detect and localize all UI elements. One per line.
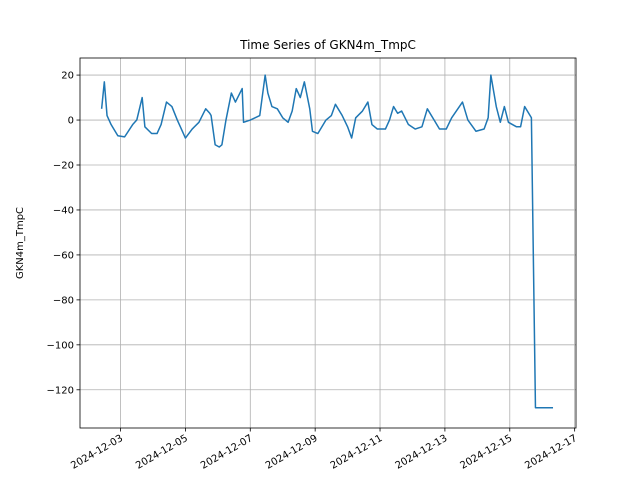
x-tick-label: 2024-12-03 — [69, 433, 125, 472]
plot-frame — [79, 57, 577, 429]
x-tick-label: 2024-12-07 — [199, 433, 255, 472]
line — [100, 74, 554, 409]
x-tick-label: 2024-12-17 — [523, 433, 579, 472]
x-tick-label: 2024-12-09 — [264, 433, 320, 472]
grid — [80, 58, 576, 428]
y-tick-label: −120 — [47, 385, 74, 396]
y-tick-label: 20 — [61, 71, 74, 82]
y-tick-label: −40 — [53, 205, 74, 216]
y-tick-label: −20 — [53, 160, 74, 171]
x-tick-label: 2024-12-13 — [394, 433, 450, 472]
y-tick-label: 0 — [68, 116, 74, 127]
x-tick-label: 2024-12-11 — [329, 433, 385, 472]
x-tick-label: 2024-12-05 — [134, 433, 190, 472]
y-tick-label: −60 — [53, 250, 74, 261]
x-tick-label: 2024-12-15 — [458, 433, 514, 472]
y-tick-label: −80 — [53, 295, 74, 306]
y-tick-label: −100 — [47, 340, 74, 351]
chart-title: Time Series of GKN4m_TmpC — [239, 38, 416, 52]
y-axis-label: GKN4m_TmpC — [15, 207, 26, 279]
